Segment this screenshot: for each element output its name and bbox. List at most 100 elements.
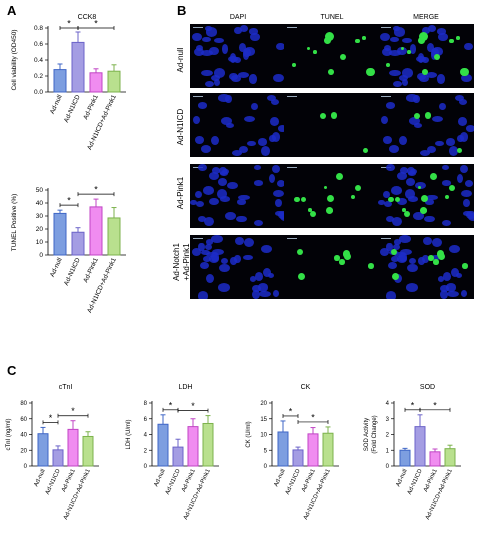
nucleus [268,272,275,279]
tunel-signal [462,263,468,269]
x-tick-label: Ad-Pink1 [82,257,100,284]
micrograph-ad-pink1-dapi [190,164,286,228]
tunel-signal [366,67,375,76]
nucleus [200,249,210,256]
nucleus [195,44,204,52]
nucleus [219,264,230,273]
nucleus [397,198,408,206]
significance-star: * [311,412,315,422]
y-axis-label: Cell viability (OD450) [11,29,18,90]
tunel-signal [319,112,327,120]
nucleus [431,237,443,248]
y-tick-label: 0.4 [34,57,43,64]
tunel-signal [402,208,406,212]
nucleus [236,215,247,223]
bar [89,72,103,93]
micrograph-ad-null-tunel [284,24,380,88]
x-tick-label: Ad-null [153,468,166,487]
tunel-signal [309,211,317,218]
significance-star: * [411,400,415,410]
x-tick-label: Ad-N1ICD [63,257,82,287]
bar [67,428,79,467]
nucleus [243,115,255,122]
y-tick-label: 4 [144,433,148,439]
nucleus [192,248,202,257]
chart-title: cTnI [59,384,73,391]
col-header-tunel: TUNEL [320,14,344,21]
y-tick-label: 40 [20,433,27,439]
nucleus [435,141,444,147]
bar [53,69,67,93]
tunel-signal [392,273,400,281]
nucleus [440,285,449,293]
tunel-signal [407,49,412,54]
nucleus [234,27,243,35]
y-tick-label: 0.0 [34,89,43,96]
nucleus [420,150,430,157]
y-axis-label: cTnI (ng/ml) [6,418,12,450]
nucleus [266,94,276,102]
scale-bar [381,167,391,168]
y-tick-label: 0 [264,464,268,470]
nucleus [218,94,231,102]
tunel-signal [422,68,428,75]
nucleus [419,74,429,82]
nucleus [194,47,205,57]
y-tick-label: 0 [24,464,28,470]
nucleus [430,49,438,60]
nucleus [214,68,226,79]
tunel-signal [403,211,411,218]
nucleus [263,267,272,277]
nucleus [252,285,261,293]
nucleus [249,28,259,35]
significance-star: * [94,185,98,195]
bar [322,432,334,467]
chart-title: CCK8 [78,14,97,21]
bar [89,206,103,256]
nucleus [273,290,280,297]
tunel-signal [325,32,335,42]
nucleus [445,283,456,292]
nucleus [407,170,416,177]
significance-star: * [289,406,293,416]
nucleus [247,141,256,147]
nucleus [257,283,268,292]
y-tick-label: 2 [144,448,148,454]
nucleus [426,72,438,78]
tunel-signal [300,196,306,202]
y-tick-label: 20 [20,448,27,454]
nucleus [204,217,215,227]
nucleus [206,252,219,258]
nucleus [225,211,236,220]
tunel-signal [460,67,469,76]
nucleus [268,173,275,183]
bar [107,217,121,256]
x-tick-label: Ad-N1ICD [45,468,62,496]
nucleus [195,200,204,208]
nucleus [244,47,255,56]
nucleus [451,267,460,277]
tunel-signal [413,112,421,120]
nucleus [413,94,420,104]
nucleus [253,164,262,171]
nucleus [438,102,447,111]
micrograph-ad-n1icd-merge [378,93,474,157]
nucleus [205,26,212,32]
nucleus [239,25,248,33]
nucleus [252,290,261,299]
nucleus [454,94,464,102]
nucleus [427,43,435,53]
y-axis-label: (Fold Change) [372,415,378,453]
significance-star: * [433,400,437,410]
tunel-signal [425,112,432,119]
y-axis-label: SOD Activity [364,418,370,451]
nucleus [257,138,267,146]
nucleus [399,235,412,244]
scale-bar [287,238,297,239]
nucleus [208,255,219,263]
row-label-ad-notch1-pink1: Ad-Notch1 +Ad-Pink1 [172,243,191,281]
nucleus [243,237,255,248]
nucleus [253,219,264,227]
nucleus [389,70,401,77]
significance-star: * [169,400,173,410]
